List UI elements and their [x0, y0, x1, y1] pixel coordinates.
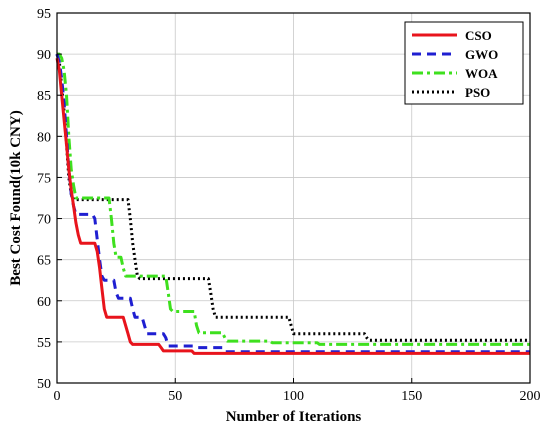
x-tick-label: 200 [520, 389, 541, 404]
series-line-cso [55, 57, 530, 355]
y-tick-label: 50 [37, 377, 51, 392]
legend: CSO GWO WOA PSO [404, 21, 524, 105]
legend-label-pso: PSO [465, 85, 490, 100]
series-line-woa [57, 52, 530, 346]
x-axis-title: Number of Iterations [226, 409, 362, 425]
y-tick-label: 95 [37, 7, 51, 22]
x-tick-label: 150 [401, 389, 422, 404]
y-axis-title: Best Cost Found(10k CNY) [8, 110, 24, 285]
y-tick-label: 80 [37, 130, 51, 145]
x-tick-label: 0 [54, 389, 61, 404]
legend-label-woa: WOA [465, 66, 498, 81]
y-tick-label: 60 [37, 295, 51, 310]
x-tick-label: 100 [283, 389, 304, 404]
y-tick-label: 55 [37, 336, 51, 351]
x-tick-label: 50 [168, 389, 182, 404]
y-tick-label: 65 [37, 254, 51, 269]
y-tick-label: 70 [37, 213, 51, 228]
y-tick-label: 85 [37, 89, 51, 104]
y-tick-label: 90 [37, 48, 51, 63]
legend-label-cso: CSO [465, 28, 492, 43]
plot-area [55, 52, 530, 355]
y-tick-label: 75 [37, 171, 51, 186]
legend-label-gwo: GWO [465, 47, 498, 62]
